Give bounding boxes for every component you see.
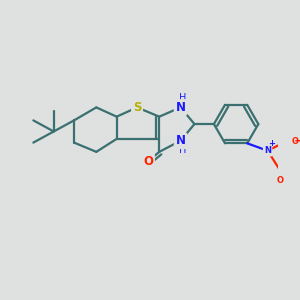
Text: N: N bbox=[264, 146, 271, 155]
Text: −: − bbox=[294, 135, 300, 148]
Text: H: H bbox=[179, 145, 186, 155]
Text: O: O bbox=[277, 176, 284, 185]
Text: O: O bbox=[143, 154, 153, 168]
Text: H: H bbox=[179, 93, 186, 103]
Text: +: + bbox=[268, 139, 275, 148]
Text: O: O bbox=[292, 137, 299, 146]
Text: N: N bbox=[176, 101, 186, 114]
Text: N: N bbox=[176, 134, 186, 147]
Text: S: S bbox=[133, 101, 141, 114]
